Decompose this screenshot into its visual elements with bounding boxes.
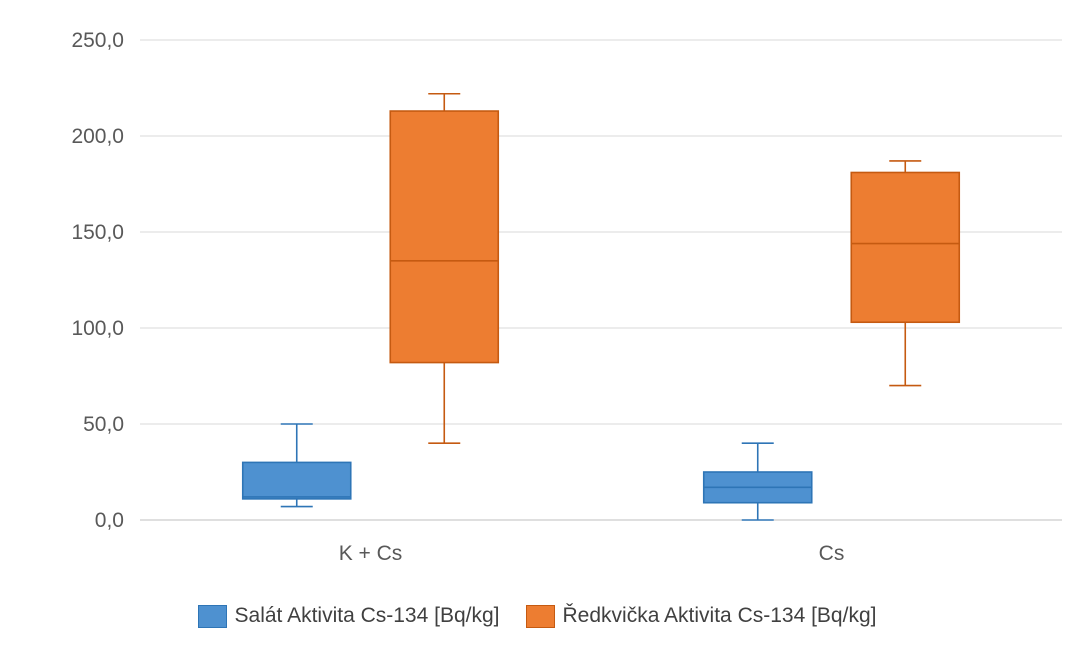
x-tick-label-0: K + Cs — [339, 542, 403, 565]
y-axis-ticks: 0,0 50,0 100,0 150,0 200,0 250,0 — [71, 29, 124, 532]
y-tick-label-2: 100,0 — [71, 317, 124, 340]
legend: Salát Aktivita Cs-134 [Bq/kg] Ředkvička … — [0, 604, 1074, 628]
y-tick-label-4: 200,0 — [71, 125, 124, 148]
x-tick-label-1: Cs — [819, 542, 845, 565]
box-plot-chart: 0,0 50,0 100,0 150,0 200,0 250,0 K + Cs Cs — [71, 29, 1062, 565]
box-rect — [241, 461, 352, 500]
y-tick-label-5: 250,0 — [71, 29, 124, 52]
legend-swatch-salat — [197, 604, 227, 628]
box-rect — [850, 171, 961, 324]
y-tick-label-1: 50,0 — [83, 413, 124, 436]
legend-item-salat[interactable]: Salát Aktivita Cs-134 [Bq/kg] — [197, 604, 500, 628]
x-axis-ticks: K + Cs Cs — [339, 542, 845, 565]
y-tick-label-3: 150,0 — [71, 221, 124, 244]
legend-swatch-redkvicka — [525, 604, 555, 628]
legend-item-redkvicka[interactable]: Ředkvička Aktivita Cs-134 [Bq/kg] — [525, 604, 877, 628]
legend-label-salat: Salát Aktivita Cs-134 [Bq/kg] — [234, 604, 500, 627]
box-0-1 — [702, 442, 813, 521]
y-tick-label-0: 0,0 — [95, 509, 124, 532]
box-1-1 — [850, 160, 961, 387]
box-1-0 — [389, 92, 500, 445]
box-rect — [389, 110, 500, 364]
box-series — [241, 92, 961, 521]
box-0-0 — [241, 423, 352, 508]
legend-label-redkvicka: Ředkvička Aktivita Cs-134 [Bq/kg] — [562, 604, 877, 627]
